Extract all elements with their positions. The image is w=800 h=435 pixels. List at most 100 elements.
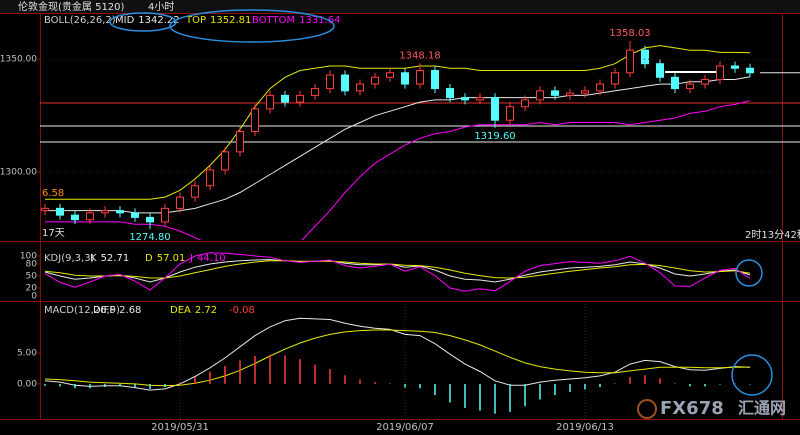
candle-body xyxy=(416,70,424,85)
legend-entry: J 44.10 xyxy=(189,253,226,264)
panel xyxy=(41,41,754,240)
watermark-name: 汇通网 xyxy=(738,399,786,418)
annotation: 2时13分42秒 xyxy=(745,228,800,241)
panel-borders xyxy=(0,13,800,420)
candle-body xyxy=(626,49,634,74)
candle-body xyxy=(476,97,484,101)
indicator-line xyxy=(44,317,751,391)
candle-body xyxy=(581,90,589,94)
x-tick-label: 2019/06/07 xyxy=(376,422,434,433)
candle-body xyxy=(41,207,49,212)
low-label: 1319.60 xyxy=(474,131,515,142)
indicator-line xyxy=(44,260,751,279)
candle-body xyxy=(236,131,244,153)
candle-body xyxy=(716,65,724,81)
highlight xyxy=(731,354,773,396)
candle-body xyxy=(701,79,709,85)
symbol: 伦敦金现(贵金属 5120) xyxy=(18,0,125,13)
highlight xyxy=(735,259,763,287)
legend-entry: MID 1342.22 xyxy=(115,15,180,26)
candle-body xyxy=(521,99,529,108)
drawn-lines xyxy=(40,71,800,143)
candle-body xyxy=(596,83,604,92)
candle-body xyxy=(251,108,259,133)
indicator-name: BOLL(26,26,2) xyxy=(44,15,116,26)
candle-body xyxy=(431,70,439,90)
x-tick-label: 2019/06/13 xyxy=(556,422,614,433)
indicator-line xyxy=(44,329,751,387)
candle-body xyxy=(671,76,679,90)
legend-value: 1331.64 xyxy=(299,15,340,26)
annotation: 6.58 xyxy=(42,188,64,199)
legend-entry: K 52.71 xyxy=(90,253,129,264)
candle-body xyxy=(221,151,229,171)
candle-body xyxy=(101,210,109,214)
panel xyxy=(44,252,751,292)
y-tick-label: 50 xyxy=(26,272,38,282)
candle-body xyxy=(641,49,649,65)
candle-body xyxy=(161,207,169,223)
plot: 2019/05/31 2019/06/07 2019/06/13 1300.00 135… xyxy=(0,15,800,433)
legend-value: 1342.22 xyxy=(138,15,179,26)
candle-body xyxy=(131,212,139,218)
high-label: 1358.03 xyxy=(609,28,650,39)
candle-body xyxy=(371,76,379,85)
candle-body xyxy=(686,83,694,90)
candle-body xyxy=(56,207,64,216)
candle-body xyxy=(281,94,289,103)
indicator-name: KDJ(9,3,3) xyxy=(44,253,95,264)
logo-icon xyxy=(637,399,657,419)
legend-value: -0.08 xyxy=(229,305,255,316)
candle-body xyxy=(116,210,124,214)
y-tick-label: 0 xyxy=(31,292,37,302)
candle-body xyxy=(461,97,469,101)
candle-body xyxy=(491,97,499,121)
legend-name: D xyxy=(145,253,153,264)
legend-name: DIFF xyxy=(93,305,115,316)
legend-value: 52.71 xyxy=(101,253,130,264)
legend-name: MID xyxy=(115,15,135,26)
candle-body xyxy=(386,72,394,78)
indicator-line xyxy=(44,259,751,283)
y-tick-label: 0.00 xyxy=(17,379,37,389)
top-bar xyxy=(0,0,800,13)
legend-name: K xyxy=(90,253,97,264)
candle-body xyxy=(536,90,544,101)
candle-body xyxy=(341,74,349,92)
legend-entry: BOTTOM 1331.64 xyxy=(252,15,340,26)
legend-value: 2.72 xyxy=(195,305,217,316)
legend-entry: D 57.01 xyxy=(145,253,185,264)
candle-body xyxy=(191,185,199,198)
highlight-circles xyxy=(109,9,773,396)
low-label: 1274.80 xyxy=(129,232,170,243)
legend-value: 44.10 xyxy=(197,253,226,264)
x-tick-label: 2019/05/31 xyxy=(151,422,209,433)
candle-body xyxy=(566,92,574,96)
candle-body xyxy=(71,214,79,221)
y-tick-label: 80 xyxy=(26,260,38,270)
candle-body xyxy=(326,74,334,90)
annotation: 17天 xyxy=(42,228,65,239)
candle-body xyxy=(266,94,274,110)
legend-entry: DIFF 2.68 xyxy=(93,305,141,316)
candle-body xyxy=(296,94,304,103)
high-label: 1348.18 xyxy=(399,50,440,61)
y-tick-label: 20 xyxy=(26,284,38,294)
candle-body xyxy=(86,212,94,221)
legend-name: BOTTOM xyxy=(252,15,295,26)
legend-value: 2.68 xyxy=(119,305,141,316)
candle-body xyxy=(206,169,214,187)
highlight xyxy=(169,9,335,43)
candle-body xyxy=(731,65,739,69)
panel xyxy=(44,317,751,414)
legend-value: 57.01 xyxy=(157,253,186,264)
candle-body xyxy=(611,72,619,85)
highlight xyxy=(109,12,177,32)
candle-body xyxy=(506,106,514,121)
legend-entry: DEA 2.72 xyxy=(170,305,217,316)
candle-body xyxy=(401,72,409,85)
indicator-line xyxy=(44,252,751,292)
candle-body xyxy=(356,83,364,92)
